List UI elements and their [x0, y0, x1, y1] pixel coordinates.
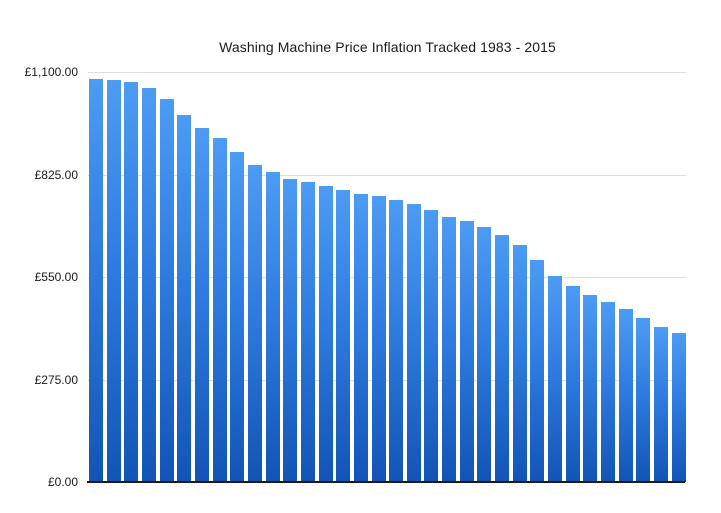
gridline	[88, 72, 686, 73]
bar	[265, 172, 280, 482]
bar	[406, 203, 421, 482]
bar	[636, 318, 651, 482]
bar	[389, 200, 404, 482]
bar	[159, 99, 174, 482]
bar	[442, 216, 457, 482]
bar	[124, 82, 139, 482]
bar	[318, 186, 333, 482]
bar	[618, 308, 633, 482]
y-axis-labels: £1,100.00 £825.00 £550.00 £275.00 £0.00	[0, 0, 78, 513]
bar	[671, 332, 686, 482]
y-axis-tick-label: £825.00	[34, 167, 78, 182]
bar	[654, 326, 668, 482]
bar	[141, 88, 156, 482]
chart-title: Washing Machine Price Inflation Tracked …	[219, 39, 556, 55]
bar	[177, 114, 192, 482]
y-axis-tick-label: £550.00	[34, 270, 78, 284]
gridline	[88, 379, 686, 381]
bars	[89, 72, 686, 482]
gridline	[88, 174, 686, 176]
bar	[106, 80, 121, 482]
bar	[601, 302, 616, 482]
bar	[230, 152, 245, 482]
bar	[212, 138, 227, 482]
y-axis-tick-label: £1,100.00	[24, 65, 78, 79]
bar	[530, 259, 545, 482]
bar	[194, 127, 209, 482]
bar	[477, 227, 492, 482]
bar	[353, 194, 368, 482]
bar	[565, 285, 580, 482]
gridline	[88, 277, 686, 278]
bar	[89, 79, 103, 482]
bar	[247, 165, 262, 482]
bar	[424, 209, 439, 482]
bar	[583, 294, 598, 482]
bar	[459, 221, 474, 482]
bar	[371, 196, 386, 482]
plot-area	[87, 72, 686, 483]
y-axis-tick-label: £275.00	[34, 372, 78, 387]
bar	[495, 234, 510, 482]
bar	[512, 244, 527, 482]
y-axis-tick-label: £0.00	[47, 475, 78, 489]
bar	[336, 190, 351, 482]
bar	[283, 178, 298, 482]
x-axis-line	[87, 481, 685, 483]
bar	[548, 275, 563, 482]
bar	[300, 182, 315, 482]
